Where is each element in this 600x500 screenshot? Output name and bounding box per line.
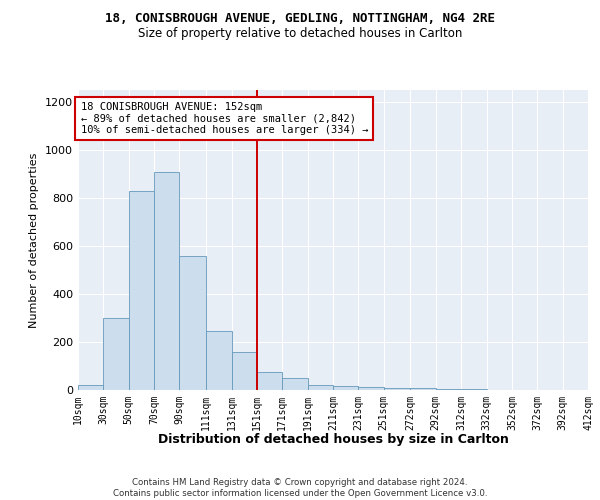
Text: Distribution of detached houses by size in Carlton: Distribution of detached houses by size … xyxy=(158,432,508,446)
Text: 18 CONISBROUGH AVENUE: 152sqm
← 89% of detached houses are smaller (2,842)
10% o: 18 CONISBROUGH AVENUE: 152sqm ← 89% of d… xyxy=(80,102,368,135)
Bar xyxy=(179,256,206,390)
Bar xyxy=(436,388,461,390)
Bar xyxy=(232,352,257,390)
Bar xyxy=(282,378,308,390)
Bar xyxy=(308,385,333,390)
Bar xyxy=(78,385,103,390)
Text: Contains HM Land Registry data © Crown copyright and database right 2024.
Contai: Contains HM Land Registry data © Crown c… xyxy=(113,478,487,498)
Bar xyxy=(103,318,129,390)
Bar xyxy=(333,386,358,390)
Bar xyxy=(358,387,384,390)
Y-axis label: Number of detached properties: Number of detached properties xyxy=(29,152,40,328)
Bar xyxy=(384,388,410,390)
Bar xyxy=(206,331,232,390)
Bar xyxy=(461,389,487,390)
Text: Size of property relative to detached houses in Carlton: Size of property relative to detached ho… xyxy=(138,28,462,40)
Text: 18, CONISBROUGH AVENUE, GEDLING, NOTTINGHAM, NG4 2RE: 18, CONISBROUGH AVENUE, GEDLING, NOTTING… xyxy=(105,12,495,26)
Bar xyxy=(129,191,154,390)
Bar xyxy=(257,372,282,390)
Bar xyxy=(410,388,436,390)
Bar xyxy=(154,172,179,390)
